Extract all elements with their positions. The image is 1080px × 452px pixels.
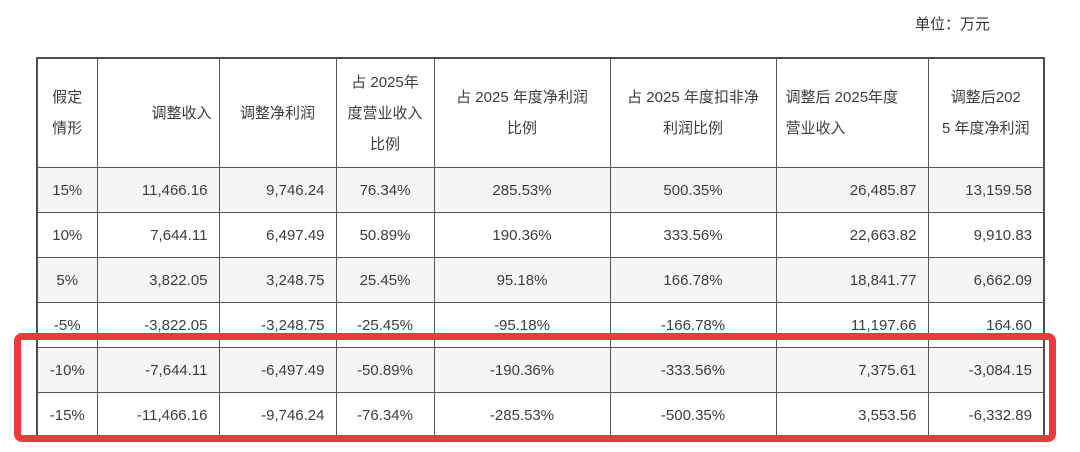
header-row: 假定 情形 调整收入 调整净利润 占 2025年 度营业收入 比例 占 2025… bbox=[36, 57, 1045, 168]
table-cell: 500.35% bbox=[609, 167, 777, 213]
table-cell: -76.34% bbox=[335, 392, 435, 439]
header-pct-of-revenue: 占 2025年 度营业收入 比例 bbox=[335, 57, 435, 168]
header-pct-of-net-profit: 占 2025 年度净利润 比例 bbox=[433, 57, 611, 168]
table-cell: -285.53% bbox=[433, 392, 611, 439]
table-row-highlighted: -10% -7,644.11 -6,497.49 -50.89% -190.36… bbox=[36, 347, 1045, 393]
table-row: 10% 7,644.11 6,497.49 50.89% 190.36% 333… bbox=[36, 212, 1045, 258]
table-cell: -6,332.89 bbox=[927, 392, 1045, 439]
header-line: 调整收入 bbox=[151, 104, 212, 122]
table-cell: 50.89% bbox=[335, 212, 435, 258]
table-cell: -11,466.16 bbox=[96, 392, 220, 439]
table-cell: -95.18% bbox=[433, 302, 611, 348]
table-cell: -5% bbox=[36, 302, 98, 348]
header-adjusted-revenue: 调整收入 bbox=[96, 57, 220, 168]
table-cell: 5% bbox=[36, 257, 98, 303]
table-cell: -166.78% bbox=[609, 302, 777, 348]
table-cell: 7,375.61 bbox=[775, 347, 929, 393]
header-line: 调整后 2025年度 bbox=[785, 89, 899, 106]
table-cell: 18,841.77 bbox=[775, 257, 929, 303]
header-scenario: 假定 情形 bbox=[36, 57, 98, 168]
table-row: 5% 3,822.05 3,248.75 25.45% 95.18% 166.7… bbox=[36, 257, 1045, 303]
table-row: -5% -3,822.05 -3,248.75 -25.45% -95.18% … bbox=[36, 302, 1045, 348]
table-cell: 13,159.58 bbox=[927, 167, 1045, 213]
table-cell: -3,248.75 bbox=[218, 302, 337, 348]
table-cell: 166.78% bbox=[609, 257, 777, 303]
table-cell: 95.18% bbox=[433, 257, 611, 303]
table-cell: 11,197.66 bbox=[775, 302, 929, 348]
table-cell: 3,822.05 bbox=[96, 257, 220, 303]
table-cell: -333.56% bbox=[609, 347, 777, 393]
table-cell: -3,084.15 bbox=[927, 347, 1045, 393]
table-cell: 3,553.56 bbox=[775, 392, 929, 439]
table-cell: -10% bbox=[36, 347, 98, 393]
table-cell: -6,497.49 bbox=[218, 347, 337, 393]
table-cell: 15% bbox=[36, 167, 98, 213]
table-row: 15% 11,466.16 9,746.24 76.34% 285.53% 50… bbox=[36, 167, 1045, 213]
table-cell: 11,466.16 bbox=[96, 167, 220, 213]
header-pct-of-non-gaap-profit: 占 2025 年度扣非净 利润比例 bbox=[609, 57, 777, 168]
header-line: 营业收入 bbox=[785, 120, 846, 137]
header-line: 占 2025 年度净利润 bbox=[456, 89, 588, 106]
header-line: 比例 bbox=[506, 120, 537, 137]
header-line: 5 年度净利润 bbox=[941, 120, 1030, 137]
header-line: 比例 bbox=[369, 135, 400, 153]
table-cell: -500.35% bbox=[609, 392, 777, 439]
table-row-highlighted: -15% -11,466.16 -9,746.24 -76.34% -285.5… bbox=[36, 392, 1045, 439]
table-cell: 3,248.75 bbox=[218, 257, 337, 303]
table-cell: -190.36% bbox=[433, 347, 611, 393]
table-cell: 76.34% bbox=[335, 167, 435, 213]
table-cell: -9,746.24 bbox=[218, 392, 337, 439]
header-line: 调整净利润 bbox=[239, 104, 315, 122]
header-line: 情形 bbox=[52, 120, 83, 137]
table-cell: 25.45% bbox=[335, 257, 435, 303]
table-cell: 190.36% bbox=[433, 212, 611, 258]
table-cell: 26,485.87 bbox=[775, 167, 929, 213]
header-line: 占 2025年 bbox=[351, 73, 419, 91]
table-cell: 164.60 bbox=[927, 302, 1045, 348]
table-cell: 22,663.82 bbox=[775, 212, 929, 258]
table-cell: -7,644.11 bbox=[96, 347, 220, 393]
table-cell: 333.56% bbox=[609, 212, 777, 258]
table-cell: -50.89% bbox=[335, 347, 435, 393]
table-cell: 6,497.49 bbox=[218, 212, 337, 258]
header-line: 利润比例 bbox=[662, 120, 723, 137]
table-cell: 7,644.11 bbox=[96, 212, 220, 258]
header-adjusted-2025-net-profit: 调整后202 5 年度净利润 bbox=[927, 57, 1045, 168]
table-cell: 6,662.09 bbox=[927, 257, 1045, 303]
header-line: 度营业收入 bbox=[347, 104, 423, 122]
header-line: 调整后202 bbox=[950, 89, 1021, 106]
sensitivity-table: 假定 情形 调整收入 调整净利润 占 2025年 度营业收入 比例 占 2025… bbox=[36, 57, 1045, 439]
header-adjusted-2025-revenue: 调整后 2025年度 营业收入 bbox=[775, 57, 929, 168]
table-cell: -15% bbox=[36, 392, 98, 439]
header-adjusted-net-profit: 调整净利润 bbox=[218, 57, 337, 168]
table-cell: -3,822.05 bbox=[96, 302, 220, 348]
table-cell: 285.53% bbox=[433, 167, 611, 213]
table-cell: 10% bbox=[36, 212, 98, 258]
header-line: 占 2025 年度扣非净 bbox=[627, 89, 759, 106]
table-cell: 9,910.83 bbox=[927, 212, 1045, 258]
unit-label: 单位：万元 bbox=[914, 16, 990, 33]
header-line: 假定 bbox=[52, 89, 83, 106]
table-cell: 9,746.24 bbox=[218, 167, 337, 213]
table-cell: -25.45% bbox=[335, 302, 435, 348]
